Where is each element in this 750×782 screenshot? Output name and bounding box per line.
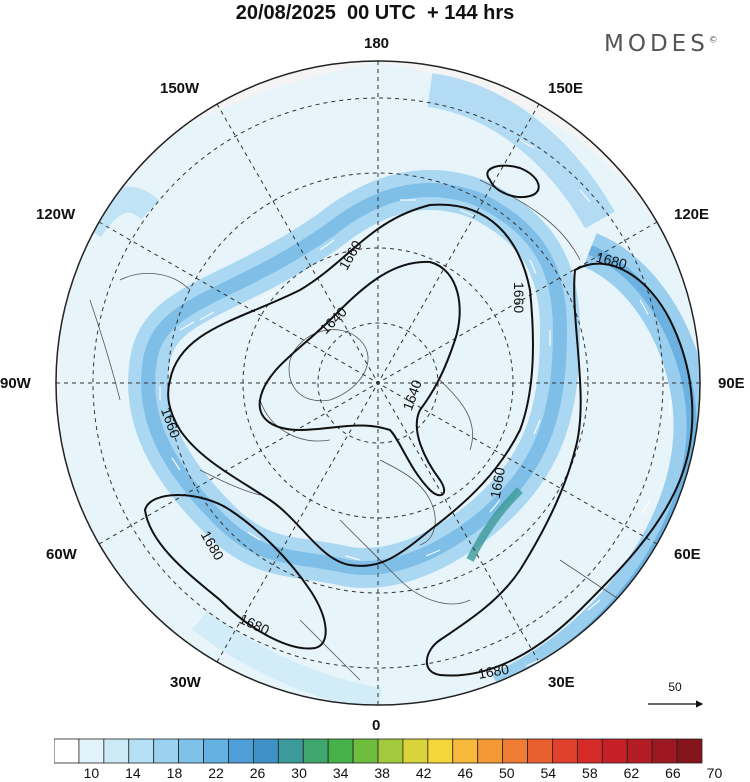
- lon-label-90w: 90W: [0, 375, 31, 392]
- colorbar-tick-label: 26: [249, 765, 266, 781]
- colorbar-segment: [153, 738, 180, 764]
- colorbar-segment: [103, 738, 130, 764]
- height-contours: [143, 164, 694, 677]
- lon-label-150w: 150W: [160, 80, 200, 97]
- colorbar-segment: [502, 738, 528, 764]
- colorbar-tick-label: 70: [706, 765, 723, 781]
- contour-label: 1680: [477, 661, 511, 682]
- colorbar-segment: [676, 738, 703, 764]
- lon-label-0: 0: [372, 717, 381, 734]
- modes-logo: MODES©: [604, 31, 718, 57]
- colorbar-segment: [277, 738, 304, 764]
- map-title: 20/08/2025 00 UTC + 144 hrs: [235, 2, 515, 24]
- colorbar-segment: [552, 738, 578, 764]
- graticule: [56, 61, 700, 705]
- colorbar-tick-label: 66: [665, 765, 681, 781]
- colorbar-segment: [402, 738, 429, 764]
- contour-label: 1680: [594, 249, 628, 273]
- colorbar-tick-label: 10: [83, 765, 100, 781]
- colorbar-tick-label: 18: [166, 765, 183, 781]
- vector-reference-label: 50: [668, 680, 682, 694]
- lon-label-180: 180: [364, 35, 390, 52]
- lon-label-90e: 90E: [718, 375, 745, 392]
- colorbar-segment: [527, 738, 553, 764]
- colorbar: [54, 738, 703, 764]
- colorbar-segment: [203, 738, 229, 764]
- lon-label-60w: 60W: [46, 546, 77, 563]
- colorbar-tick-label: 42: [415, 765, 432, 781]
- colorbar-segment: [54, 738, 80, 764]
- lon-label-30e: 30E: [548, 674, 575, 691]
- colorbar-tick-label: 30: [291, 765, 307, 781]
- colorbar-segment: [178, 738, 204, 764]
- contour-1680-east: [425, 262, 694, 677]
- vector-reference: 50: [648, 680, 708, 710]
- contour-label: 1660: [511, 282, 527, 313]
- contour-1680-west: [143, 494, 327, 650]
- colorbar-segment: [576, 738, 603, 764]
- colorbar-segment: [477, 738, 504, 764]
- colorbar-segment: [377, 738, 404, 764]
- colorbar-segment: [302, 738, 329, 764]
- colorbar-tick-label: 14: [125, 765, 141, 781]
- jet-core: [466, 487, 523, 562]
- colorbar-segment: [601, 738, 628, 764]
- colorbar-tick-label: 54: [540, 765, 557, 781]
- colorbar-tick-label: 22: [208, 765, 224, 781]
- contour-label: 1660: [487, 466, 508, 500]
- colorbar-segment: [651, 738, 678, 764]
- lon-label-30w: 30W: [170, 674, 201, 691]
- lon-label-150e: 150E: [548, 80, 584, 97]
- colorbar-segment: [78, 738, 105, 764]
- colorbar-segment: [128, 738, 155, 764]
- colorbar-tick-label: 34: [332, 765, 349, 781]
- colorbar-segment: [352, 738, 379, 764]
- contour-1660: [167, 203, 534, 567]
- colorbar-tick-label: 38: [374, 765, 390, 781]
- lon-label-60e: 60E: [674, 546, 701, 563]
- colorbar-segment: [427, 738, 454, 764]
- colorbar-tick-label: 50: [498, 765, 515, 781]
- colorbar-tick-label: 58: [582, 765, 598, 781]
- contour-closed-north: [486, 164, 540, 198]
- colorbar-segment: [327, 738, 354, 764]
- colorbar-segment: [252, 738, 279, 764]
- lon-label-120w: 120W: [36, 206, 76, 223]
- colorbar-segment: [452, 738, 479, 764]
- colorbar-tick-label: 62: [623, 765, 640, 781]
- colorbar-tick-label: 46: [457, 765, 474, 781]
- colorbar-segment: [626, 738, 653, 764]
- colorbar-segment: [228, 738, 254, 764]
- wind-vectors: [159, 139, 671, 667]
- map-border: [55, 60, 701, 706]
- lon-label-120e: 120E: [674, 206, 710, 223]
- contour-1640: [258, 260, 461, 497]
